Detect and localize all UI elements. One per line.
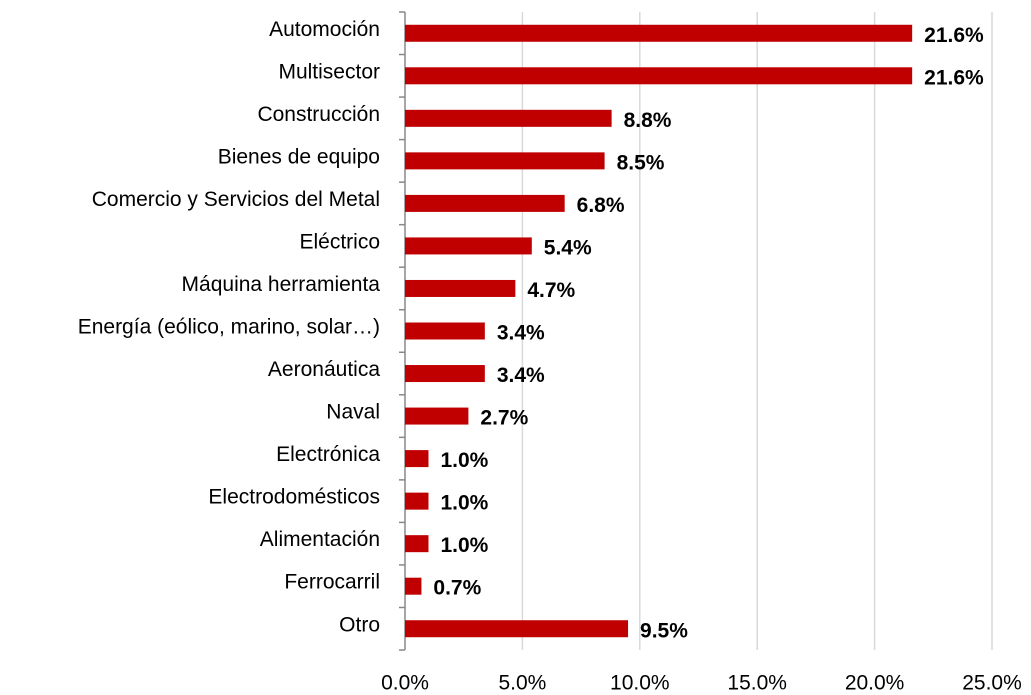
y-tick-label: Electrodomésticos	[208, 486, 380, 509]
bar	[405, 67, 913, 85]
value-label: 8.8%	[624, 109, 672, 132]
bar	[405, 407, 469, 425]
x-tick-label: 0.0%	[381, 672, 429, 695]
value-label: 1.0%	[440, 534, 488, 557]
y-tick-label: Alimentación	[260, 528, 380, 551]
x-tick-label: 15.0%	[727, 672, 787, 695]
y-tick-label: Energía (eólico, marino, solar…)	[78, 316, 380, 339]
value-label: 1.0%	[440, 449, 488, 472]
bar	[405, 279, 516, 297]
value-label: 3.4%	[497, 364, 545, 387]
y-tick-label: Eléctrico	[299, 230, 380, 253]
y-tick-label: Ferrocarril	[284, 571, 380, 594]
bar	[405, 24, 913, 42]
value-label: 0.7%	[433, 577, 481, 600]
y-tick-label: Comercio y Servicios del Metal	[92, 188, 380, 211]
value-label: 5.4%	[544, 236, 592, 259]
value-label: 3.4%	[497, 322, 545, 345]
value-label: 21.6%	[924, 24, 984, 47]
y-tick-label: Naval	[326, 401, 380, 424]
bar	[405, 577, 422, 595]
y-tick-label: Bienes de equipo	[218, 145, 380, 168]
x-tick-label: 25.0%	[962, 672, 1022, 695]
value-label: 2.7%	[480, 407, 528, 430]
value-label: 6.8%	[577, 194, 625, 217]
y-tick-label: Electrónica	[276, 443, 380, 466]
value-label: 4.7%	[527, 279, 575, 302]
bar	[405, 322, 485, 340]
bar	[405, 152, 605, 170]
bar	[405, 109, 612, 127]
bar	[405, 620, 629, 638]
x-tick-label: 10.0%	[610, 672, 670, 695]
x-tick-label: 20.0%	[845, 672, 905, 695]
y-tick-label: Máquina herramienta	[182, 273, 381, 296]
value-label: 1.0%	[440, 492, 488, 515]
y-tick-label: Aeronáutica	[268, 358, 380, 381]
y-tick-label: Construcción	[257, 103, 380, 126]
y-tick-label: Automoción	[269, 18, 380, 41]
bar	[405, 194, 565, 212]
bar	[405, 450, 429, 468]
y-tick-label: Multisector	[278, 60, 380, 83]
bar	[405, 237, 532, 255]
value-label: 9.5%	[640, 619, 688, 642]
x-tick-label: 5.0%	[498, 672, 546, 695]
bar	[405, 492, 429, 510]
bar	[405, 535, 429, 553]
bar	[405, 365, 485, 383]
value-label: 8.5%	[617, 151, 665, 174]
y-tick-label: Otro	[339, 613, 380, 636]
value-label: 21.6%	[924, 66, 984, 89]
